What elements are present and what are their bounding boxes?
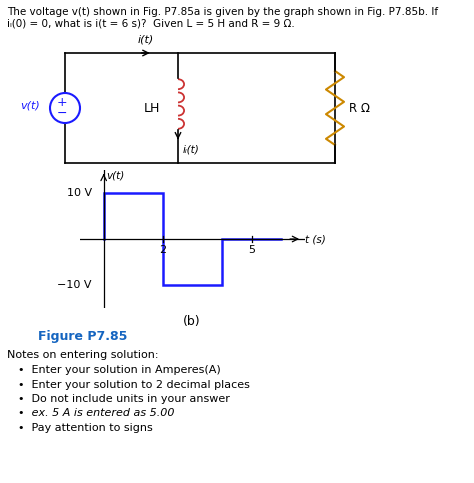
Text: •  Enter your solution in Amperes(A): • Enter your solution in Amperes(A) — [18, 365, 221, 375]
Text: Notes on entering solution:: Notes on entering solution: — [7, 350, 158, 360]
Text: The voltage v(t) shown in Fig. P7.85a is given by the graph shown in Fig. P7.85b: The voltage v(t) shown in Fig. P7.85a is… — [7, 7, 438, 17]
Text: v(t): v(t) — [107, 171, 125, 181]
Text: 2: 2 — [159, 244, 166, 255]
Text: (a): (a) — [191, 177, 209, 190]
Text: +: + — [57, 97, 67, 110]
Text: −10 V: −10 V — [57, 280, 92, 290]
Text: •  Do not include units in your answer: • Do not include units in your answer — [18, 394, 230, 404]
Text: •  ex. 5 A is entered as 5.00: • ex. 5 A is entered as 5.00 — [18, 409, 174, 418]
Text: t (s): t (s) — [305, 234, 326, 244]
Text: (b): (b) — [183, 315, 201, 328]
Text: v(t): v(t) — [20, 101, 40, 111]
Text: R Ω: R Ω — [349, 101, 370, 114]
Text: 10 V: 10 V — [67, 188, 92, 198]
Text: −: − — [57, 106, 67, 119]
Text: iₗ(0) = 0, what is i(t = 6 s)?  Given L = 5 H and R = 9 Ω.: iₗ(0) = 0, what is i(t = 6 s)? Given L =… — [7, 19, 295, 29]
Text: iₗ(t): iₗ(t) — [183, 144, 200, 155]
Text: •  Pay attention to signs: • Pay attention to signs — [18, 423, 153, 433]
Text: i(t): i(t) — [137, 34, 154, 44]
Text: 5: 5 — [248, 244, 255, 255]
Text: •  Enter your solution to 2 decimal places: • Enter your solution to 2 decimal place… — [18, 380, 250, 389]
Text: Figure P7.85: Figure P7.85 — [38, 330, 128, 343]
Text: LH: LH — [144, 101, 160, 114]
